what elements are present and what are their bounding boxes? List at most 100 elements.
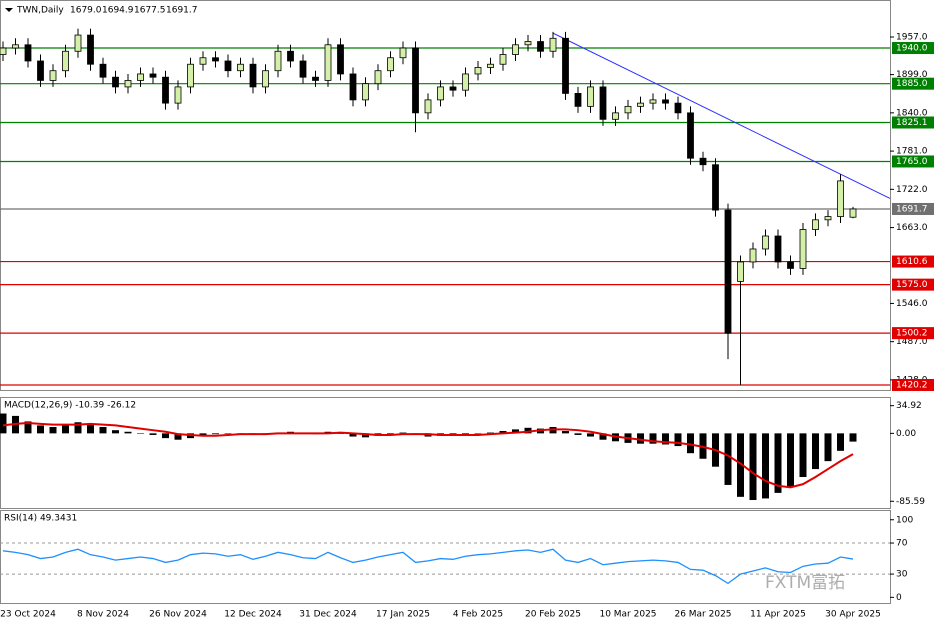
signal-line (2, 422, 854, 489)
macd-bar (562, 430, 569, 434)
candle-body (224, 60, 232, 72)
candle-body (424, 99, 432, 114)
candle-body (637, 102, 644, 107)
candle-body (687, 112, 694, 159)
level-label-box (892, 42, 934, 55)
watermark: FXTM富拓 (765, 573, 845, 593)
candle-body (174, 86, 182, 104)
candle-body (574, 93, 582, 107)
rsi-line (2, 548, 854, 585)
y-tick-label: 30 (896, 570, 908, 580)
macd-bar (812, 433, 819, 470)
x-tick-label: 4 Feb 2025 (453, 610, 503, 620)
level-label: 1765.0 (896, 157, 928, 167)
macd-bar (674, 433, 682, 447)
macd-bar (124, 431, 132, 434)
y-tick-label: 1722.0 (896, 185, 928, 195)
y-tick-label: 70 (896, 539, 908, 549)
y-tick-label: 1781.0 (896, 147, 928, 157)
macd-bar (849, 433, 857, 442)
candle-body (87, 34, 94, 65)
candle-body (162, 76, 169, 104)
candle-body (274, 50, 282, 72)
candle-body (287, 50, 294, 62)
level-label: 1825.1 (896, 118, 928, 128)
macd-bar (87, 423, 94, 434)
candle-body (474, 67, 482, 75)
level-label-box (892, 327, 934, 340)
y-tick-label: 0 (896, 593, 902, 603)
level-label-box (892, 202, 934, 215)
candle-body (24, 44, 32, 62)
x-tick-label: 26 Mar 2025 (674, 610, 731, 620)
macd-bar (112, 430, 119, 434)
candle-body (237, 63, 244, 72)
candle-body (837, 180, 844, 217)
candle-body (262, 70, 269, 88)
candle-body (849, 208, 857, 218)
macd-bar (99, 427, 107, 434)
candle-body (399, 47, 407, 59)
level-label-box (892, 155, 934, 168)
candle-body (312, 76, 319, 81)
candle-body (349, 73, 357, 101)
macd-bar (499, 430, 507, 434)
ohlc-high: 1694.9 (102, 6, 134, 16)
macd-bar (162, 433, 169, 439)
macd-bar (824, 433, 832, 462)
macd-bar (799, 433, 807, 478)
level-label: 1610.6 (896, 257, 928, 267)
macd-bar (74, 422, 82, 434)
candle-body (824, 216, 832, 221)
candle-body (324, 44, 332, 81)
macd-bar (649, 433, 657, 444)
candle-body (299, 60, 307, 78)
macd-bar (224, 433, 232, 434)
candle-body (537, 41, 544, 52)
x-tick-label: 11 Apr 2025 (750, 610, 806, 620)
x-tick-label: 23 Oct 2024 (0, 610, 56, 620)
rsi-title: RSI(14) 49.3431 (4, 514, 77, 524)
candle-body (599, 86, 607, 120)
y-tick-label: 1899.0 (896, 70, 928, 80)
candle-body (437, 86, 444, 101)
macd-bar (737, 433, 744, 497)
y-tick-label: 1957.0 (896, 33, 928, 43)
macd-bar (774, 433, 782, 493)
candle-body (724, 209, 732, 334)
candle-body (362, 83, 369, 101)
macd-panel (0, 397, 891, 509)
y-tick-label: 34.92 (896, 401, 922, 411)
candle-body (249, 63, 257, 88)
macd-bar (724, 433, 732, 485)
macd-bar (174, 433, 182, 440)
macd-bar (762, 433, 769, 499)
macd-bar (662, 433, 669, 445)
y-tick-label: 0.00 (896, 429, 916, 439)
candle-body (512, 44, 519, 55)
macd-bar (62, 425, 69, 434)
macd-bar (487, 432, 494, 434)
candle-body (0, 47, 7, 55)
level-label: 1420.2 (896, 380, 928, 390)
menu-arrow[interactable] (5, 8, 13, 12)
macd-bar (399, 432, 407, 434)
price-panel (0, 0, 891, 391)
macd-bar (474, 433, 482, 434)
level-label: 1500.2 (896, 329, 928, 339)
ohlc-low: 1677.5 (134, 6, 166, 16)
y-tick-label: -85.59 (896, 497, 925, 507)
level-label-box (892, 255, 934, 268)
candle-body (12, 44, 19, 49)
macd-bar (524, 427, 532, 434)
candle-body (62, 50, 69, 72)
candle-body (112, 76, 119, 88)
candle-body (387, 57, 394, 72)
macd-bar (362, 433, 369, 438)
rsi-panel (0, 510, 891, 604)
candle-body (649, 99, 657, 104)
x-tick-label: 12 Dec 2024 (224, 610, 282, 620)
candle-body (124, 80, 132, 88)
level-label: 1691.7 (896, 204, 928, 214)
x-tick-label: 20 Feb 2025 (525, 610, 581, 620)
